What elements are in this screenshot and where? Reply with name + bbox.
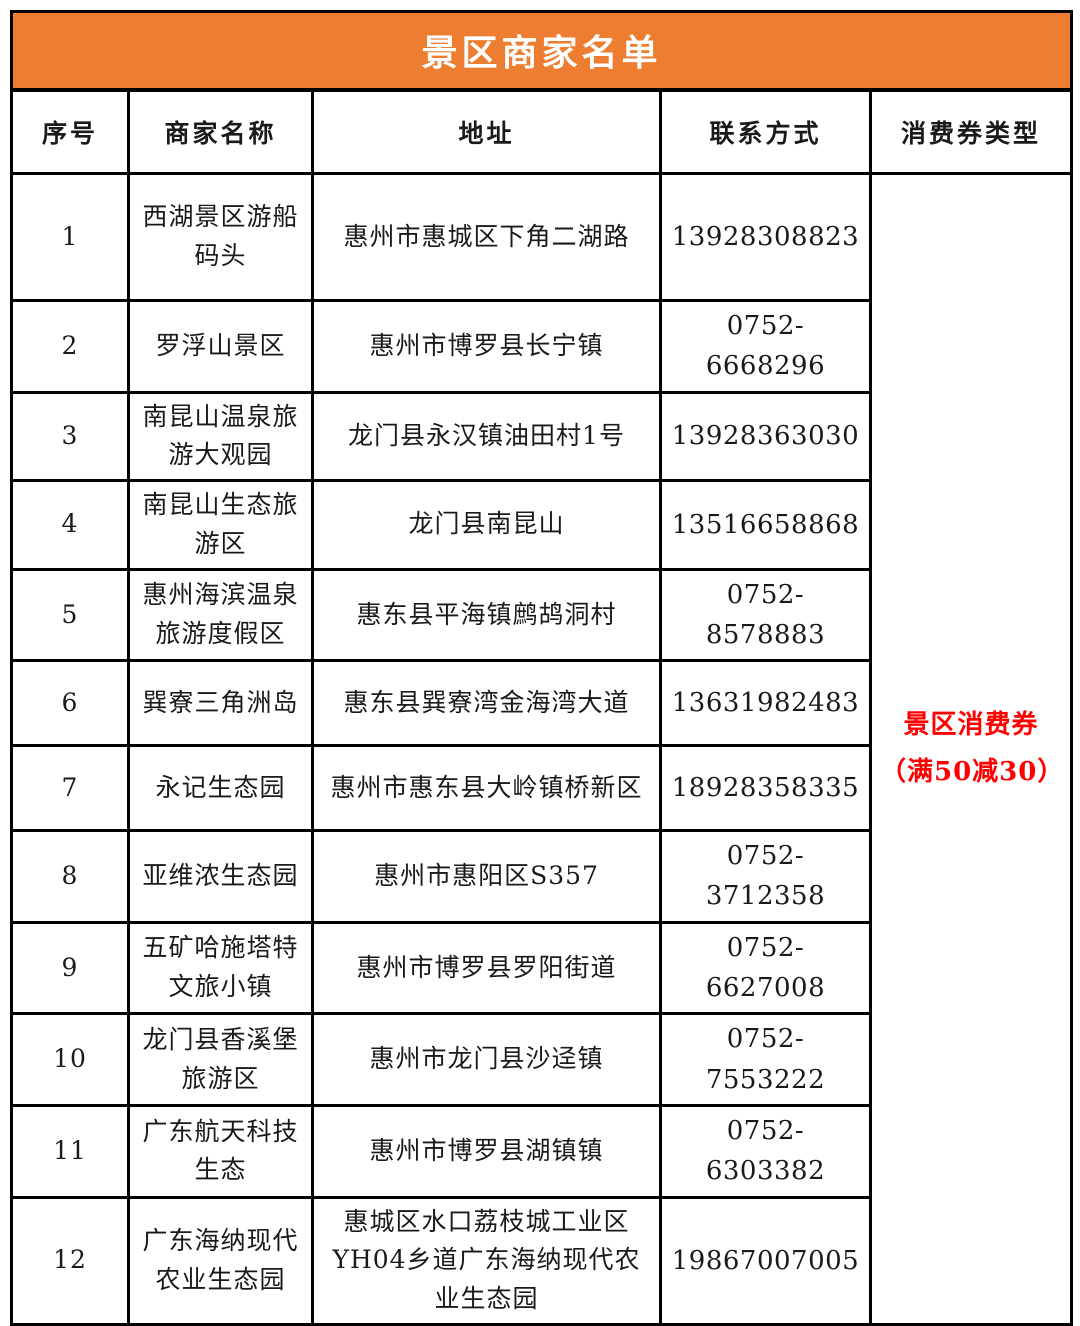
table-row: 9 五矿哈施塔特文旅小镇 惠州市博罗县罗阳街道 0752-6627008 bbox=[10, 920, 1072, 1016]
page: 景区商家名单 序号 商家名称 地址 联系方式 消费券类型 1 西湖景区游船码头 惠州… bbox=[9, 10, 1074, 1326]
row-number-cell: 6 bbox=[10, 659, 130, 748]
address-cell: 龙门县永汉镇油田村1号 bbox=[311, 390, 662, 483]
table-row: 8 亚维浓生态园 惠州市惠阳区S357 0752-3712358 bbox=[10, 829, 1072, 924]
merchant-name-cell: 西湖景区游船码头 bbox=[127, 172, 314, 302]
address-cell: 惠州市惠阳区S357 bbox=[311, 829, 662, 924]
table-row: 5 惠州海滨温泉旅游度假区 惠东县平海镇鹧鸪洞村 0752-8578883 bbox=[10, 567, 1072, 663]
contact-cell: 18928358335 bbox=[659, 744, 872, 833]
column-header-address: 地址 bbox=[311, 88, 662, 175]
merchant-name-cell: 五矿哈施塔特文旅小镇 bbox=[127, 920, 314, 1016]
row-number-cell: 4 bbox=[10, 479, 130, 571]
contact-cell: 13928363030 bbox=[659, 390, 872, 483]
address-cell: 惠州市博罗县湖镇镇 bbox=[311, 1103, 662, 1199]
table-title-row: 景区商家名单 bbox=[9, 10, 1074, 92]
table-row: 7 永记生态园 惠州市惠东县大岭镇桥新区 18928358335 bbox=[10, 744, 1072, 833]
merchant-name-cell: 南昆山生态旅游区 bbox=[127, 479, 314, 571]
table-row: 4 南昆山生态旅游区 龙门县南昆山 13516658868 bbox=[10, 479, 1072, 571]
contact-cell: 0752-3712358 bbox=[659, 829, 872, 924]
address-cell: 惠州市惠东县大岭镇桥新区 bbox=[311, 744, 662, 833]
row-number-cell: 3 bbox=[10, 390, 130, 483]
table-row: 1 西湖景区游船码头 惠州市惠城区下角二湖路 13928308823 景区消费券 （满50… bbox=[10, 172, 1074, 1326]
column-header-name: 商家名称 bbox=[127, 88, 314, 175]
row-number-cell: 12 bbox=[10, 1195, 130, 1326]
address-cell: 惠州市博罗县罗阳街道 bbox=[311, 920, 662, 1016]
page-title: 景区商家名单 bbox=[9, 10, 1074, 92]
table-row: 3 南昆山温泉旅游大观园 龙门县永汉镇油田村1号 13928363030 bbox=[10, 390, 1072, 483]
row-number-cell: 5 bbox=[10, 567, 130, 663]
address-cell: 惠东县巽寮湾金海湾大道 bbox=[311, 659, 662, 748]
merchant-name-cell: 南昆山温泉旅游大观园 bbox=[127, 390, 314, 483]
address-cell: 龙门县南昆山 bbox=[311, 479, 662, 571]
table-header-row: 序号 商家名称 地址 联系方式 消费券类型 bbox=[10, 88, 1074, 175]
merchant-name-cell: 广东航天科技生态 bbox=[127, 1103, 314, 1199]
contact-cell: 13631982483 bbox=[659, 659, 872, 748]
table-row: 11 广东航天科技生态 惠州市博罗县湖镇镇 0752-6303382 bbox=[10, 1103, 1072, 1199]
address-cell: 惠州市龙门县沙迳镇 bbox=[311, 1012, 662, 1107]
contact-cell: 0752-7553222 bbox=[659, 1012, 872, 1107]
merchant-table: 景区商家名单 序号 商家名称 地址 联系方式 消费券类型 1 西湖景区游船码头 惠州… bbox=[9, 10, 1074, 1326]
address-cell: 惠城区水口荔枝城工业区YH04乡道广东海纳现代农业生态园 bbox=[311, 1195, 662, 1326]
address-cell: 惠东县平海镇鹧鸪洞村 bbox=[311, 567, 662, 663]
table-row: 10 龙门县香溪堡旅游区 惠州市龙门县沙迳镇 0752-7553222 bbox=[10, 1012, 1072, 1107]
contact-cell: 19867007005 bbox=[659, 1195, 872, 1326]
contact-cell: 13516658868 bbox=[659, 479, 872, 571]
row-number-cell: 7 bbox=[10, 744, 130, 833]
column-header-no: 序号 bbox=[10, 88, 130, 175]
merchant-name-cell: 亚维浓生态园 bbox=[127, 829, 314, 924]
address-cell: 惠州市博罗县长宁镇 bbox=[311, 299, 662, 394]
row-number-cell: 8 bbox=[10, 829, 130, 924]
contact-cell: 0752-6668296 bbox=[659, 299, 872, 394]
table-row: 2 罗浮山景区 惠州市博罗县长宁镇 0752-6668296 bbox=[10, 299, 1072, 394]
table-row: 6 巽寮三角洲岛 惠东县巽寮湾金海湾大道 13631982483 bbox=[10, 659, 1072, 748]
merchant-name-cell: 罗浮山景区 bbox=[127, 299, 314, 394]
coupon-type-line2: （满50减30） bbox=[880, 756, 1065, 787]
merchant-name-cell: 巽寮三角洲岛 bbox=[127, 659, 314, 748]
contact-cell: 0752-6627008 bbox=[659, 920, 872, 1016]
row-number-cell: 2 bbox=[10, 299, 130, 394]
contact-cell: 0752-6303382 bbox=[659, 1103, 872, 1199]
merchant-name-cell: 永记生态园 bbox=[127, 744, 314, 833]
contact-cell: 13928308823 bbox=[659, 172, 872, 302]
merchant-name-cell: 广东海纳现代农业生态园 bbox=[127, 1195, 314, 1326]
merchant-table-body: 1 西湖景区游船码头 惠州市惠城区下角二湖路 13928308823 景区消费券 （满50… bbox=[10, 172, 1074, 1326]
column-header-coupon-type: 消费券类型 bbox=[868, 88, 1074, 175]
address-cell: 惠州市惠城区下角二湖路 bbox=[311, 172, 662, 302]
column-header-contact: 联系方式 bbox=[659, 88, 872, 175]
row-number-cell: 9 bbox=[10, 920, 130, 1016]
row-number-cell: 10 bbox=[10, 1012, 130, 1107]
coupon-type-line1: 景区消费券 bbox=[903, 710, 1039, 741]
coupon-type-cell: 景区消费券 （满50减30） bbox=[868, 172, 1074, 1326]
merchant-name-cell: 龙门县香溪堡旅游区 bbox=[127, 1012, 314, 1107]
contact-cell: 0752-8578883 bbox=[659, 567, 872, 663]
row-number-cell: 11 bbox=[10, 1103, 130, 1199]
merchant-name-cell: 惠州海滨温泉旅游度假区 bbox=[127, 567, 314, 663]
row-number-cell: 1 bbox=[10, 172, 130, 302]
